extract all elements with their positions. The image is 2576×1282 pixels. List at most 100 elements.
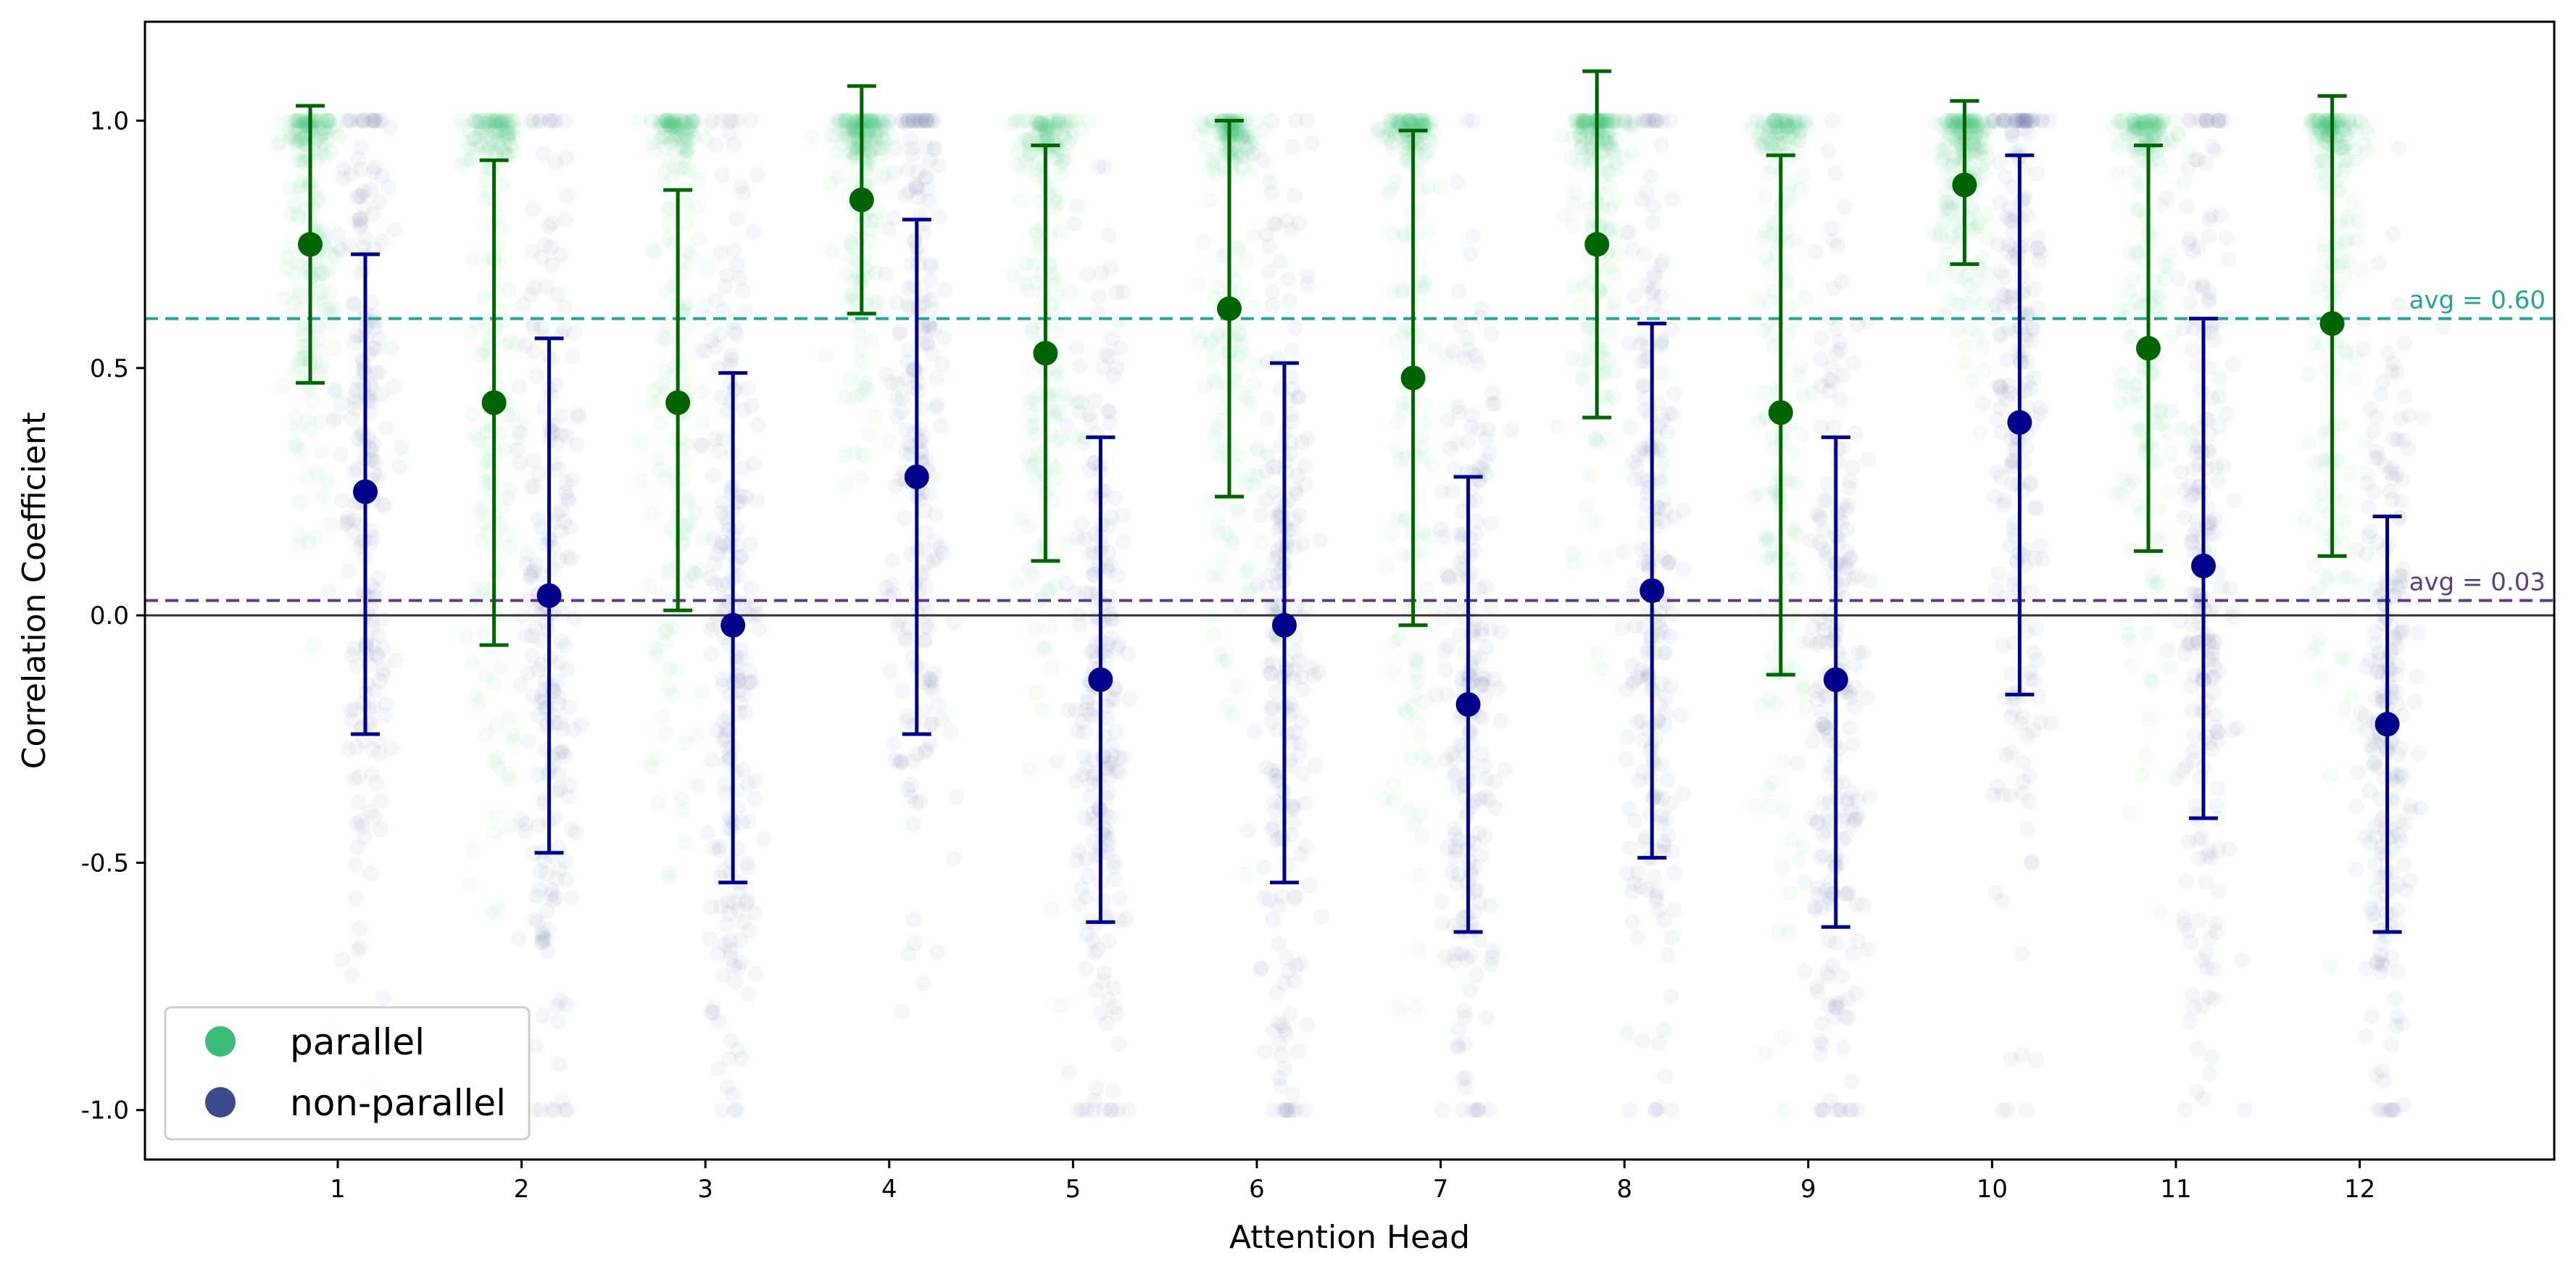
scatter-point — [844, 123, 861, 139]
scatter-point — [1259, 410, 1276, 427]
scatter-point — [1750, 292, 1767, 309]
scatter-point — [283, 206, 299, 222]
scatter-point — [836, 446, 853, 462]
scatter-point — [487, 116, 504, 133]
scatter-point — [1758, 604, 1774, 620]
scatter-point — [694, 529, 711, 546]
scatter-point — [661, 112, 678, 129]
scatter-point — [2185, 342, 2201, 359]
scatter-point — [714, 167, 731, 183]
scatter-point — [557, 637, 573, 654]
scatter-point — [459, 134, 475, 151]
scatter-point — [1439, 412, 1455, 428]
scatter-point — [1463, 862, 1479, 879]
scatter-point — [839, 478, 855, 494]
scatter-point — [378, 696, 394, 712]
scatter-point — [1268, 216, 1285, 233]
scatter-point — [488, 112, 504, 129]
scatter-point — [346, 856, 363, 873]
scatter-point — [1385, 775, 1402, 792]
scatter-point — [1840, 1009, 1857, 1025]
scatter-point — [656, 363, 673, 380]
scatter-point — [454, 117, 471, 134]
scatter-point — [478, 112, 495, 129]
scatter-point — [682, 162, 699, 178]
scatter-point — [1299, 112, 1316, 129]
scatter-point — [1284, 1102, 1300, 1118]
scatter-point — [1287, 644, 1303, 660]
scatter-point — [509, 336, 525, 352]
scatter-point — [1019, 282, 1036, 299]
scatter-point — [1646, 756, 1663, 773]
scatter-point — [1471, 931, 1488, 948]
scatter-point — [676, 801, 692, 817]
scatter-point — [842, 233, 858, 250]
scatter-point — [875, 112, 892, 129]
scatter-point — [1950, 296, 1967, 313]
scatter-point — [1626, 288, 1643, 304]
scatter-point — [2137, 746, 2153, 763]
scatter-point — [1813, 330, 1829, 346]
scatter-point — [1845, 354, 1862, 371]
scatter-point — [1776, 1030, 1792, 1046]
scatter-point — [2115, 472, 2132, 488]
scatter-point — [723, 480, 739, 496]
scatter-point — [2177, 1102, 2193, 1118]
scatter-point — [1204, 152, 1221, 169]
scatter-point — [309, 274, 326, 291]
scatter-point — [658, 112, 675, 129]
scatter-point — [2356, 136, 2372, 153]
scatter-point — [1203, 568, 1220, 585]
scatter-point — [668, 112, 685, 129]
scatter-point — [694, 383, 711, 400]
scatter-point — [855, 354, 871, 370]
scatter-point — [1780, 571, 1797, 588]
scatter-point — [309, 465, 326, 482]
scatter-point — [479, 416, 496, 433]
scatter-point — [1288, 888, 1305, 905]
scatter-point — [523, 286, 539, 303]
scatter-point — [2306, 557, 2322, 573]
scatter-point — [678, 437, 695, 454]
scatter-point — [1041, 178, 1058, 195]
scatter-point — [747, 773, 764, 789]
scatter-point — [661, 154, 678, 170]
scatter-point — [291, 132, 307, 149]
scatter-point — [1753, 697, 1769, 714]
scatter-point — [315, 121, 331, 137]
scatter-point — [677, 114, 694, 130]
scatter-point — [728, 326, 745, 343]
scatter-point — [679, 244, 696, 260]
scatter-point — [479, 523, 496, 540]
scatter-point — [1847, 657, 1864, 674]
scatter-point — [1474, 666, 1490, 683]
scatter-point — [826, 117, 843, 133]
scatter-point — [673, 121, 689, 138]
scatter-point — [2190, 239, 2206, 256]
scatter-point — [495, 499, 512, 516]
scatter-point — [696, 343, 712, 359]
scatter-point — [2014, 610, 2031, 627]
scatter-point — [897, 509, 913, 526]
scatter-point — [350, 794, 367, 810]
scatter-point — [322, 261, 338, 278]
scatter-point — [1273, 518, 1289, 535]
scatter-point — [680, 517, 697, 534]
scatter-point — [1096, 965, 1113, 981]
scatter-point — [1781, 923, 1798, 940]
scatter-point — [1792, 357, 1809, 374]
scatter-point — [2345, 193, 2361, 210]
scatter-point — [469, 114, 486, 130]
scatter-point — [945, 614, 962, 630]
scatter-point — [1202, 192, 1219, 209]
scatter-point — [1624, 914, 1641, 930]
scatter-point — [1299, 430, 1316, 446]
scatter-point — [473, 122, 490, 139]
scatter-point — [943, 723, 959, 740]
scatter-point — [496, 112, 513, 129]
scatter-point — [2203, 1049, 2220, 1065]
scatter-point — [360, 393, 377, 409]
scatter-point — [309, 253, 326, 270]
scatter-point — [726, 242, 742, 259]
scatter-point — [1484, 385, 1500, 401]
